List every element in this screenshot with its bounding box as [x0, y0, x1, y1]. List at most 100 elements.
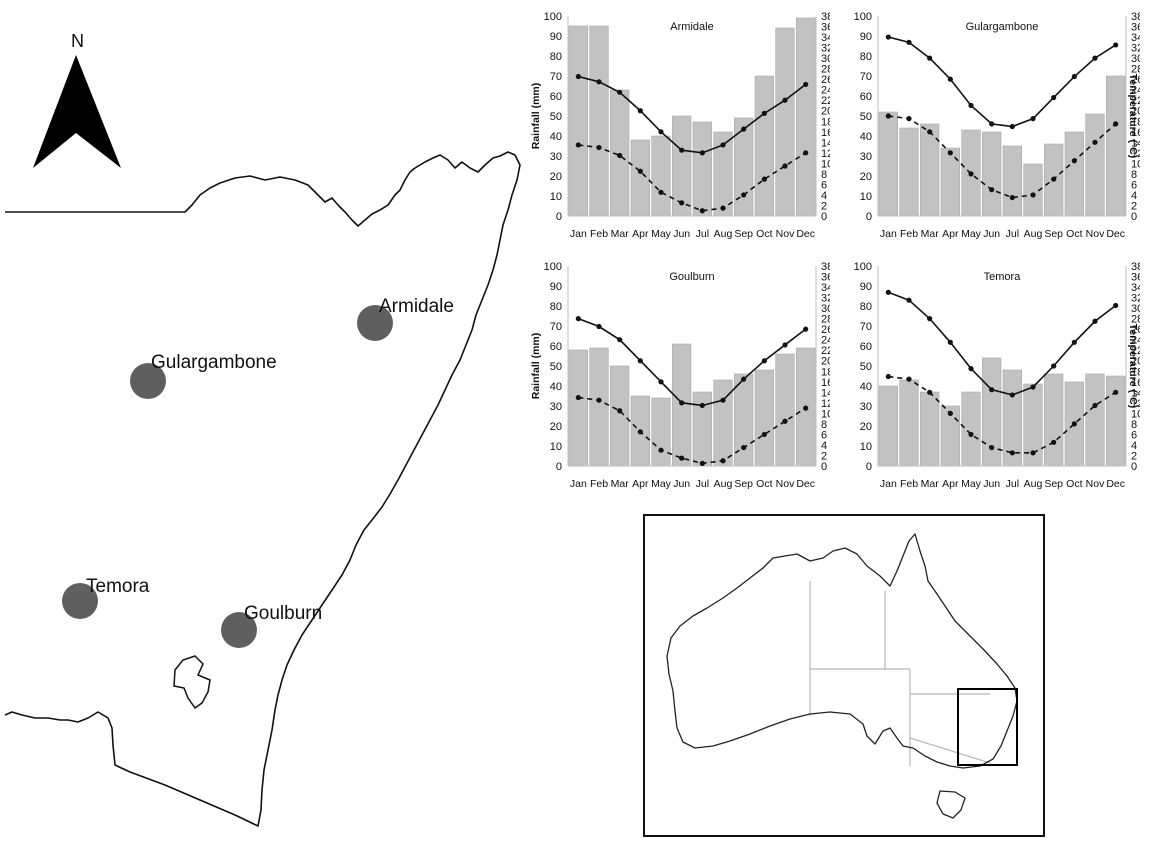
temp-point	[575, 73, 581, 80]
y2-tick-label: 10	[821, 408, 830, 420]
max-temp-line	[578, 317, 807, 407]
y-tick-label: 90	[550, 31, 562, 43]
temp-point	[906, 376, 912, 382]
y-tick-label: 0	[556, 211, 562, 223]
north-label: N	[71, 31, 84, 51]
y2-tick-label: 16	[821, 377, 830, 389]
y-tick-label: 20	[860, 171, 872, 183]
x-tick-label: Sep	[1044, 478, 1063, 490]
temp-point	[596, 323, 602, 330]
temp-point	[947, 339, 953, 345]
y-tick-label: 40	[860, 131, 872, 143]
rainfall-bar	[1106, 375, 1126, 467]
rainfall-bar	[734, 117, 754, 217]
x-tick-label: Feb	[900, 478, 918, 490]
temp-point	[658, 447, 664, 453]
nsw-map	[4, 55, 521, 827]
x-tick-label: Nov	[1086, 228, 1105, 240]
y-tick-label: 50	[860, 111, 872, 123]
temp-point	[1009, 123, 1015, 130]
y2-tick-label: 24	[821, 335, 830, 347]
y2-tick-label: 36	[821, 22, 830, 34]
y-tick-label: 0	[866, 461, 872, 473]
temp-point	[1071, 339, 1077, 345]
temp-point	[906, 116, 912, 122]
y2-tick-label: 26	[821, 74, 830, 86]
temp-point	[927, 389, 933, 395]
island-shape	[173, 655, 211, 710]
y-tick-label: 0	[866, 211, 872, 223]
y2-tick-label: 2	[1131, 450, 1137, 462]
temp-point	[637, 429, 643, 435]
y2-tick-label: 22	[821, 345, 830, 357]
temp-point	[699, 150, 705, 156]
y-tick-label: 60	[550, 341, 562, 353]
temp-point	[658, 189, 664, 195]
town-label-temora: Temora	[86, 576, 150, 597]
y2-tick-label: 36	[821, 272, 830, 284]
y-axis-label: Rainfall (mm)	[530, 333, 542, 400]
rainfall-bar	[775, 353, 795, 467]
y2-tick-label: 20	[821, 356, 830, 368]
climate-chart-gulargambone: 0102030405060708090100024681012141618202…	[854, 11, 1140, 240]
australia-inset-map	[643, 514, 1045, 837]
y2-tick-label: 6	[1131, 429, 1137, 441]
y2-tick-label: 30	[1131, 53, 1140, 65]
y-tick-label: 50	[860, 361, 872, 373]
x-tick-label: Apr	[942, 228, 959, 240]
rainfall-bar	[589, 347, 609, 467]
temp-point	[658, 129, 664, 135]
australia-outline	[666, 533, 1018, 819]
rainfall-bar	[1064, 131, 1084, 217]
temp-point	[1092, 139, 1098, 145]
temp-point	[782, 163, 788, 169]
max-temp-line	[578, 75, 807, 154]
y2-tick-label: 28	[1131, 64, 1140, 76]
y2-axis-label: Temperature (°C)	[1127, 324, 1139, 409]
temp-point	[803, 150, 809, 156]
rainfall-bar	[920, 391, 940, 467]
temp-point	[1113, 121, 1119, 127]
y2-tick-label: 30	[821, 303, 830, 315]
temp-point	[596, 79, 602, 85]
rainfall-bar	[754, 75, 774, 217]
x-tick-label: Feb	[590, 478, 608, 490]
y2-tick-label: 8	[1131, 169, 1137, 181]
state-outline	[4, 151, 521, 827]
temp-point	[761, 110, 767, 116]
temp-point	[803, 326, 809, 332]
temp-point	[885, 289, 891, 295]
x-tick-label: Oct	[756, 228, 772, 240]
y2-tick-label: 16	[1131, 127, 1140, 139]
y-tick-label: 70	[860, 321, 872, 333]
y2-tick-label: 2	[1131, 200, 1137, 212]
y-tick-label: 10	[860, 441, 872, 453]
x-tick-label: Dec	[1106, 478, 1125, 490]
y-tick-label: 60	[550, 91, 562, 103]
y2-tick-label: 18	[821, 366, 830, 378]
x-tick-label: Jul	[1006, 228, 1019, 240]
x-tick-label: Aug	[714, 228, 733, 240]
tasmania-outline	[936, 790, 966, 819]
y2-tick-label: 26	[821, 324, 830, 336]
rainfall-bar	[796, 17, 816, 217]
y2-tick-label: 6	[1131, 179, 1137, 191]
temp-point	[596, 397, 602, 403]
temp-point	[1030, 116, 1036, 122]
x-tick-label: Oct	[1066, 228, 1082, 240]
climate-chart-armidale: 0102030405060708090100024681012141618202…	[530, 11, 830, 240]
x-tick-label: May	[961, 478, 982, 490]
rainfall-bar	[878, 111, 898, 217]
rainfall-bar	[899, 379, 919, 467]
y2-tick-label: 38	[1131, 11, 1140, 23]
x-tick-label: Mar	[611, 478, 630, 490]
y2-tick-label: 10	[1131, 158, 1140, 170]
town-label-goulburn: Goulburn	[244, 603, 323, 624]
temp-point	[617, 408, 623, 414]
y-tick-label: 40	[550, 381, 562, 393]
rainfall-bar	[630, 139, 650, 217]
x-tick-label: Aug	[714, 478, 733, 490]
y2-tick-label: 22	[1131, 95, 1140, 107]
x-tick-label: Jan	[570, 478, 587, 490]
x-tick-label: Jul	[696, 478, 709, 490]
